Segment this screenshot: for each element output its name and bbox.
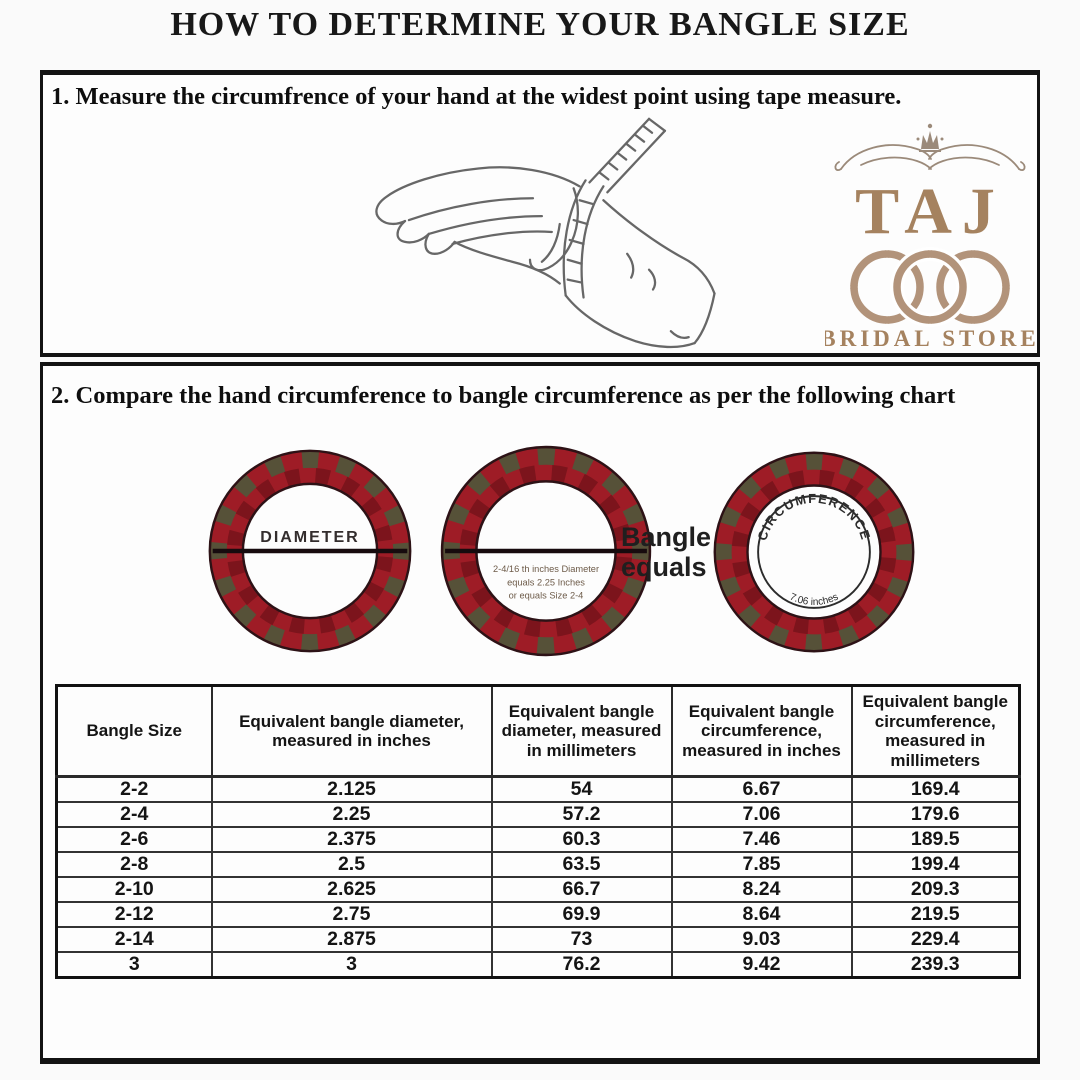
- column-header-circumference-inches: Equivalent bangle circumference, measure…: [670, 684, 853, 779]
- table-header-row: Bangle Size Equivalent bangle diameter, …: [55, 684, 1021, 779]
- bangle-equals-label: Bangle equals: [621, 522, 712, 583]
- diameter-label: DIAMETER: [260, 528, 359, 546]
- table-cell: 2-10: [55, 876, 213, 904]
- column-header-circumference-mm: Equivalent bangle circumference, measure…: [850, 684, 1021, 779]
- table-cell: 219.5: [850, 901, 1021, 929]
- step1-instruction: 1. Measure the circumfrence of your hand…: [51, 83, 902, 110]
- table-cell: 239.3: [850, 951, 1021, 979]
- logo-brand-text: TAJ: [855, 175, 1005, 248]
- table-cell: 2.75: [210, 901, 493, 929]
- logo-flourish: [834, 144, 1026, 171]
- table-cell: 209.3: [850, 876, 1021, 904]
- table-cell: 57.2: [490, 801, 673, 829]
- table-cell: 6.67: [670, 775, 853, 804]
- example-caption-line1: 2-4/16 th inches Diameter: [493, 564, 599, 574]
- table-row: 3 3 76.2 9.42 239.3: [55, 951, 1021, 979]
- circumference-circle: [757, 495, 871, 609]
- table-cell: 229.4: [850, 926, 1021, 954]
- bangle-example-diagram: 2-4/16 th inches Diameter equals 2.25 In…: [435, 440, 657, 662]
- taj-bridal-store-logo: TAJ BRIDAL STORE: [825, 123, 1035, 350]
- table-cell: 2.625: [210, 876, 493, 904]
- table-cell: 76.2: [490, 951, 673, 979]
- table-cell: 179.6: [850, 801, 1021, 829]
- table-cell: 199.4: [850, 851, 1021, 879]
- table-cell: 189.5: [850, 826, 1021, 854]
- logo-three-bangles-icon: [850, 247, 1010, 327]
- table-cell: 2-4: [55, 801, 213, 829]
- column-header-bangle-size: Bangle Size: [55, 684, 213, 779]
- table-cell: 7.85: [670, 851, 853, 879]
- table-cell: 8.64: [670, 901, 853, 929]
- table-cell: 9.42: [670, 951, 853, 979]
- hand-tape-measure-illustration: [375, 117, 716, 349]
- step2-instruction: 2. Compare the hand circumference to ban…: [51, 382, 956, 409]
- table-cell: 2.25: [210, 801, 493, 829]
- example-caption-line2: equals 2.25 Inches: [507, 577, 585, 587]
- column-header-diameter-mm: Equivalent bangle diameter, measured in …: [490, 684, 673, 779]
- table-body: 2-2 2.125 54 6.67 169.4 2-4 2.25 57.2 7.06 179.6 2…: [55, 775, 1021, 979]
- table-cell: 3: [55, 951, 213, 979]
- table-cell: 2.875: [210, 926, 493, 954]
- table-cell: 2.375: [210, 826, 493, 854]
- column-header-diameter-inches: Equivalent bangle diameter, measured in …: [210, 684, 493, 779]
- step1-section: 1. Measure the circumfrence of your hand…: [40, 70, 1040, 357]
- table-cell: 54: [490, 775, 673, 804]
- table-row: 2-14 2.875 73 9.03 229.4: [55, 926, 1021, 954]
- table-row: 2-4 2.25 57.2 7.06 179.6: [55, 801, 1021, 829]
- table-cell: 2.125: [210, 775, 493, 804]
- table-cell: 66.7: [490, 876, 673, 904]
- table-row: 2-10 2.625 66.7 8.24 209.3: [55, 876, 1021, 904]
- table-cell: 7.06: [670, 801, 853, 829]
- circumference-value-text: 7.06 inches: [788, 592, 840, 608]
- page-title: HOW TO DETERMINE YOUR BANGLE SIZE: [170, 6, 910, 43]
- table-cell: 63.5: [490, 851, 673, 879]
- table-cell: 169.4: [850, 775, 1021, 804]
- table-cell: 7.46: [670, 826, 853, 854]
- step2-section: 2. Compare the hand circumference to ban…: [40, 362, 1040, 1064]
- logo-crown-icon: [916, 123, 944, 152]
- table-row: 2-8 2.5 63.5 7.85 199.4: [55, 851, 1021, 879]
- table-cell: 69.9: [490, 901, 673, 929]
- bangle-circumference-diagram: CIRCUMFERENCE 7.06 inches: [708, 446, 920, 658]
- bangle-size-table: Bangle Size Equivalent bangle diameter, …: [55, 684, 1021, 980]
- table-cell: 2-14: [55, 926, 213, 954]
- table-row: 2-2 2.125 54 6.67 169.4: [55, 775, 1021, 804]
- table-cell: 9.03: [670, 926, 853, 954]
- example-caption-line3: or equals Size 2-4: [509, 590, 584, 600]
- table-row: 2-6 2.375 60.3 7.46 189.5: [55, 826, 1021, 854]
- table-cell: 2-6: [55, 826, 213, 854]
- logo-subtitle-text: BRIDAL STORE: [825, 326, 1035, 350]
- bangle-diameter-diagram: DIAMETER: [203, 444, 417, 658]
- table-cell: 3: [210, 951, 493, 979]
- table-cell: 60.3: [490, 826, 673, 854]
- table-cell: 2.5: [210, 851, 493, 879]
- table-cell: 2-2: [55, 775, 213, 804]
- table-cell: 73: [490, 926, 673, 954]
- table-cell: 8.24: [670, 876, 853, 904]
- table-row: 2-12 2.75 69.9 8.64 219.5: [55, 901, 1021, 929]
- table-cell: 2-8: [55, 851, 213, 879]
- table-cell: 2-12: [55, 901, 213, 929]
